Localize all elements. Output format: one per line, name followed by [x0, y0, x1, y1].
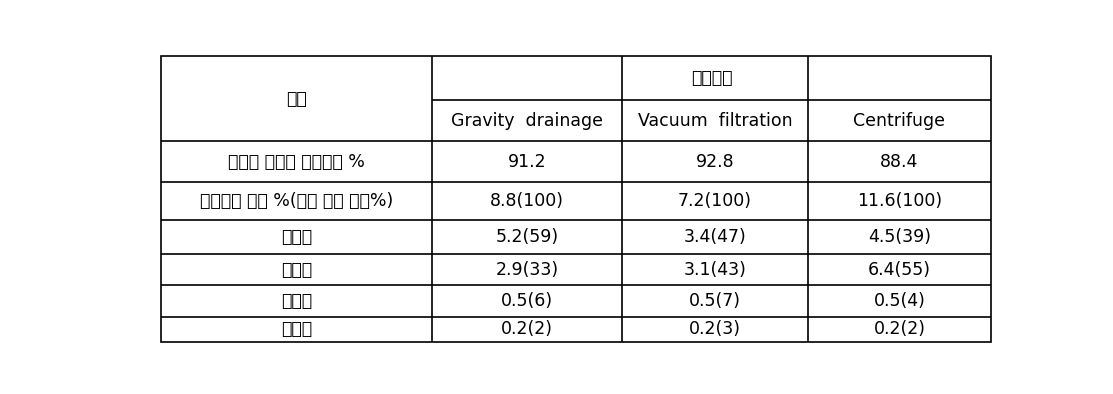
- Text: 0.2(2): 0.2(2): [501, 320, 553, 338]
- Text: 0.2(2): 0.2(2): [874, 320, 926, 338]
- Text: 잔류수분 함량 %(잔류 수분 비율%): 잔류수분 함량 %(잔류 수분 비율%): [200, 192, 393, 210]
- Text: 구분: 구분: [286, 90, 307, 108]
- Text: 자유수: 자유수: [280, 228, 312, 246]
- Text: 8.8(100): 8.8(100): [491, 192, 564, 210]
- Text: Vacuum  filtration: Vacuum filtration: [638, 112, 792, 130]
- Text: 표면수: 표면수: [280, 292, 312, 310]
- Text: 간극수: 간극수: [280, 260, 312, 279]
- Text: 3.4(47): 3.4(47): [683, 228, 747, 246]
- Text: 88.4: 88.4: [880, 153, 918, 171]
- Text: 탈수로 제거된 수분함량 %: 탈수로 제거된 수분함량 %: [228, 153, 365, 171]
- Text: 5.2(59): 5.2(59): [495, 228, 559, 246]
- Text: 91.2: 91.2: [508, 153, 546, 171]
- Text: 탈수방식: 탈수방식: [691, 69, 732, 87]
- Text: 2.9(33): 2.9(33): [495, 260, 559, 279]
- Text: 0.5(6): 0.5(6): [501, 292, 553, 310]
- Text: 0.2(3): 0.2(3): [689, 320, 741, 338]
- Text: Gravity  drainage: Gravity drainage: [451, 112, 603, 130]
- Text: 7.2(100): 7.2(100): [678, 192, 752, 210]
- Text: Centrifuge: Centrifuge: [854, 112, 945, 130]
- Text: 3.1(43): 3.1(43): [683, 260, 747, 279]
- Text: 0.5(7): 0.5(7): [689, 292, 741, 310]
- Text: 결합수: 결합수: [280, 320, 312, 338]
- Text: 92.8: 92.8: [696, 153, 735, 171]
- Text: 6.4(55): 6.4(55): [868, 260, 930, 279]
- Text: 4.5(39): 4.5(39): [868, 228, 930, 246]
- Text: 11.6(100): 11.6(100): [857, 192, 942, 210]
- Text: 0.5(4): 0.5(4): [874, 292, 925, 310]
